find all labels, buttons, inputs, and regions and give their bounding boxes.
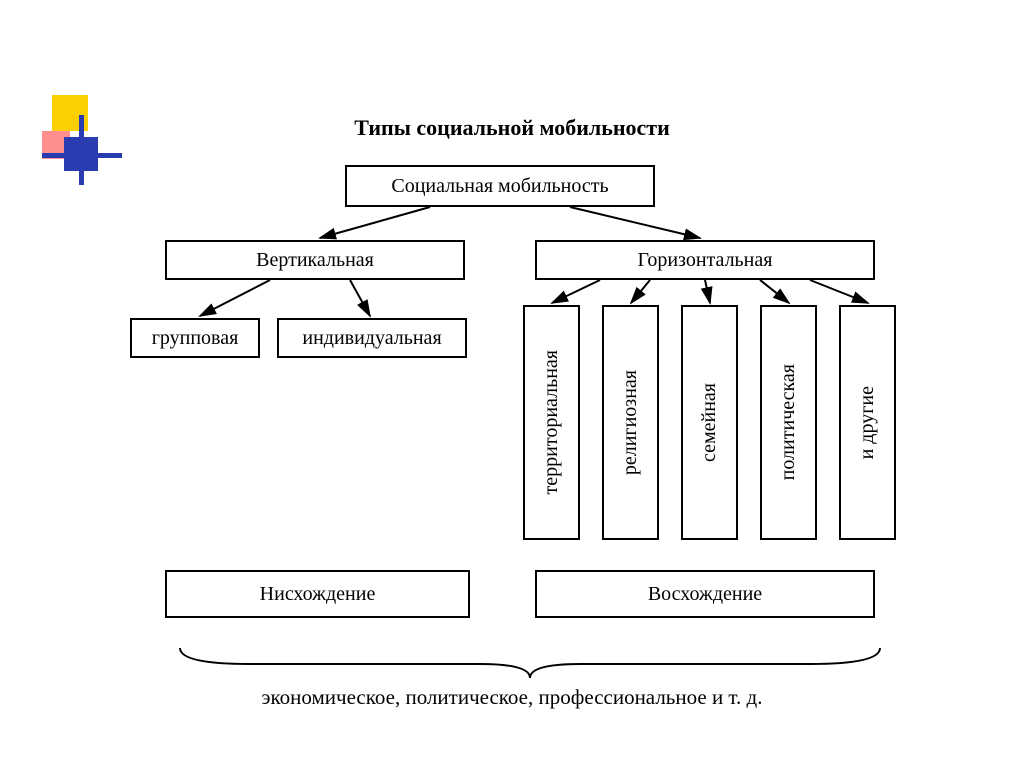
node-ascend: Восхождение	[535, 570, 875, 618]
node-horizontal: Горизонтальная	[535, 240, 875, 280]
node-descend: Нисхождение	[165, 570, 470, 618]
node-territorial-label: территориальная	[540, 350, 563, 494]
node-territorial: территориальная	[523, 305, 580, 540]
node-political: политическая	[760, 305, 817, 540]
node-religious-label: религиозная	[619, 370, 642, 475]
node-root-label: Социальная мобильность	[391, 175, 608, 198]
node-ascend-label: Восхождение	[648, 583, 762, 606]
diagram-title: Типы социальной мобильности	[0, 115, 1024, 141]
node-individual-label: индивидуальная	[302, 327, 441, 350]
footer-text: экономическое, политическое, профессиона…	[0, 685, 1024, 710]
node-group-label: групповая	[152, 327, 239, 350]
node-root: Социальная мобильность	[345, 165, 655, 207]
node-others-label: и другие	[856, 386, 879, 459]
node-religious: религиозная	[602, 305, 659, 540]
node-group: групповая	[130, 318, 260, 358]
node-family-label: семейная	[698, 383, 721, 462]
node-descend-label: Нисхождение	[260, 583, 376, 606]
node-vertical-label: Вертикальная	[256, 249, 374, 272]
node-horizontal-label: Горизонтальная	[638, 249, 773, 272]
node-others: и другие	[839, 305, 896, 540]
node-individual: индивидуальная	[277, 318, 467, 358]
node-political-label: политическая	[777, 364, 800, 480]
node-vertical: Вертикальная	[165, 240, 465, 280]
node-family: семейная	[681, 305, 738, 540]
